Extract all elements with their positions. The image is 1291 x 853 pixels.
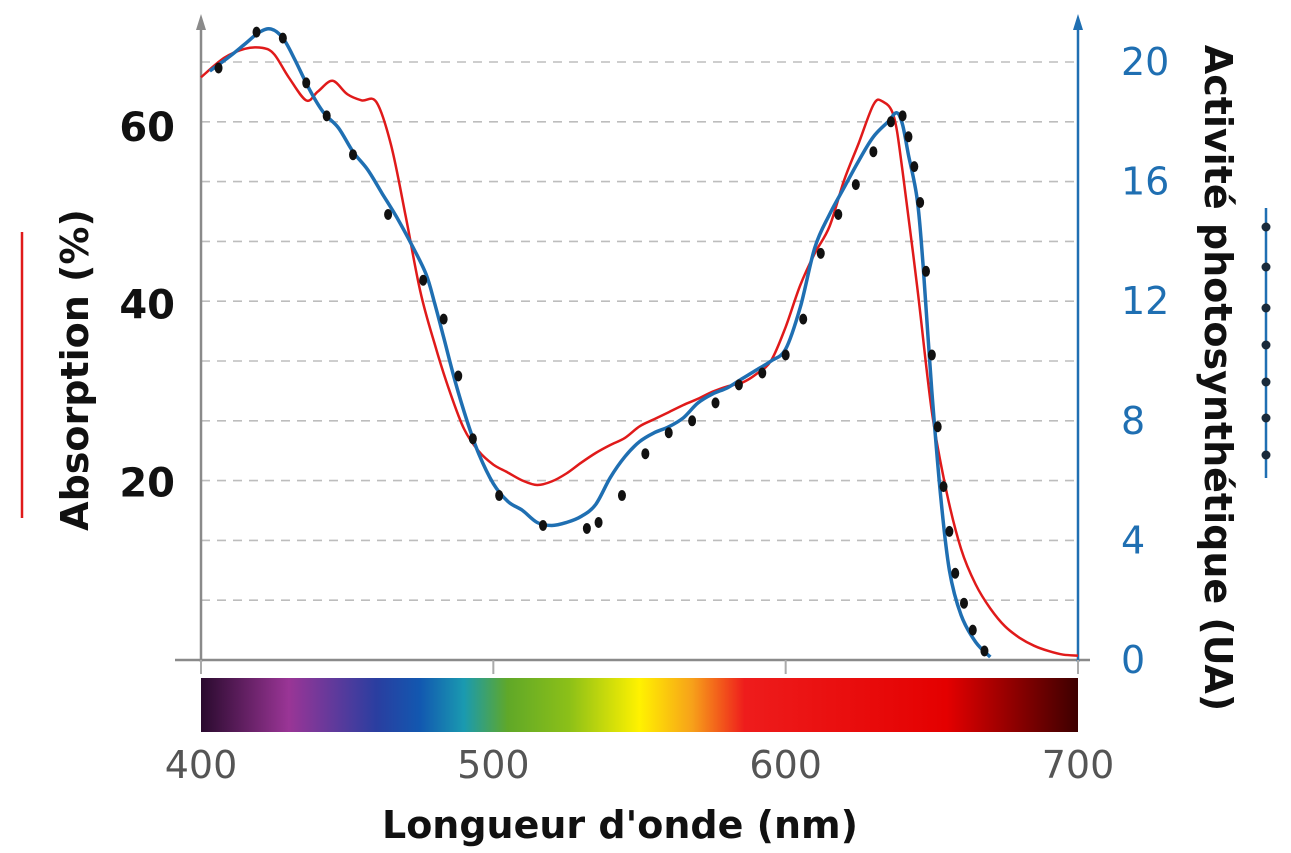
spectrum-bar xyxy=(201,678,1078,732)
right-y-tick-label: 12 xyxy=(1121,279,1169,323)
activity-data-point xyxy=(214,62,223,74)
right-y-tick-label: 0 xyxy=(1121,638,1145,682)
x-axis-title: Longueur d'onde (nm) xyxy=(382,803,858,847)
left-y-ticks: 20 40 60 xyxy=(119,105,175,506)
activity-data-point xyxy=(968,624,977,636)
x-tick-label: 600 xyxy=(749,743,822,787)
activity-data-point xyxy=(278,32,287,44)
legend-dot xyxy=(1261,262,1271,272)
activity-data-point xyxy=(302,77,311,89)
legend-dot xyxy=(1261,450,1271,460)
activity-data-point xyxy=(945,525,954,537)
activity-data-point xyxy=(758,367,767,379)
right-y-tick-label: 16 xyxy=(1121,160,1169,204)
activity-data-point xyxy=(454,370,463,382)
x-ticks: 400 500 600 700 xyxy=(165,660,1115,787)
activity-data-point xyxy=(921,265,930,277)
activity-data-point xyxy=(641,448,650,460)
right-y-axis-arrow xyxy=(1073,14,1083,30)
activity-data-point xyxy=(816,247,825,259)
legend-dot xyxy=(1261,413,1271,423)
activity-data-point xyxy=(688,415,697,427)
activity-data-point xyxy=(582,522,591,534)
activity-data-point xyxy=(594,516,603,528)
grid-lines xyxy=(201,61,1078,602)
activity-data-point xyxy=(916,197,925,209)
activity-data-point xyxy=(910,161,919,173)
activity-data-point xyxy=(799,313,808,325)
activity-data-point xyxy=(734,379,743,391)
activity-data-point xyxy=(495,490,504,502)
right-y-tick-label: 8 xyxy=(1121,399,1145,443)
activity-data-point xyxy=(851,179,860,191)
activity-data-point xyxy=(384,208,393,220)
activity-data-point xyxy=(927,349,936,361)
activity-dots xyxy=(214,26,989,657)
activity-data-point xyxy=(781,349,790,361)
activity-data-point xyxy=(834,208,843,220)
activity-data-point xyxy=(419,274,428,286)
left-y-tick-label: 60 xyxy=(119,105,175,151)
right-y-tick-label: 20 xyxy=(1121,40,1169,84)
legend-dot xyxy=(1261,340,1271,350)
activity-data-point xyxy=(959,597,968,609)
legend-dot xyxy=(1261,377,1271,387)
activity-legend-dotted-line xyxy=(1261,208,1271,478)
activity-data-point xyxy=(322,110,331,122)
activity-data-point xyxy=(980,645,989,657)
activity-data-point xyxy=(468,433,477,445)
x-tick-label: 400 xyxy=(165,743,238,787)
right-y-tick-label: 4 xyxy=(1121,518,1145,562)
legend-dot xyxy=(1261,303,1271,313)
activity-data-point xyxy=(617,490,626,502)
axes xyxy=(175,14,1090,662)
activity-data-point xyxy=(886,116,895,128)
activity-data-point xyxy=(898,110,907,122)
activity-data-point xyxy=(869,146,878,158)
activity-data-point xyxy=(904,131,913,143)
activity-data-point xyxy=(939,481,948,493)
activity-data-point xyxy=(711,397,720,409)
left-y-tick-label: 40 xyxy=(119,283,175,329)
activity-series-line xyxy=(208,27,992,659)
x-tick-label: 500 xyxy=(457,743,530,787)
activity-data-point xyxy=(933,421,942,433)
activity-data-point xyxy=(349,149,358,161)
activity-data-point xyxy=(252,26,261,38)
activity-data-point xyxy=(539,519,548,531)
activity-data-point xyxy=(951,567,960,579)
left-y-axis-arrow xyxy=(196,14,206,30)
left-axis-title: Absorption (%) xyxy=(53,209,97,531)
x-tick-label: 700 xyxy=(1042,743,1115,787)
left-y-tick-label: 20 xyxy=(119,460,175,506)
activity-data-point xyxy=(664,427,673,439)
absorption-series-line xyxy=(200,46,1079,657)
right-axis-title: Activité photosynthétique (UA) xyxy=(1196,45,1240,711)
activity-data-point xyxy=(439,313,448,325)
right-y-ticks: 0 4 8 12 16 20 xyxy=(1121,40,1169,682)
legend-dot xyxy=(1261,222,1271,232)
